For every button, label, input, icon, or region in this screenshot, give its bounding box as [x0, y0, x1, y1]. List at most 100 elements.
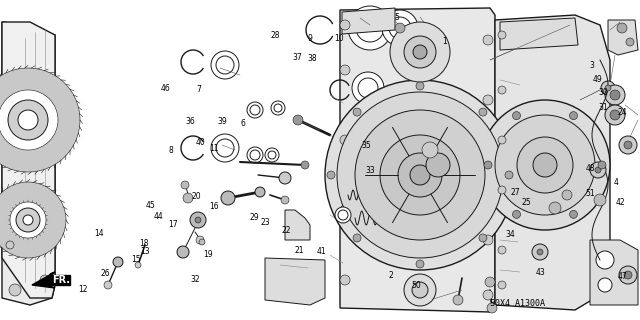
Text: 7: 7: [196, 85, 201, 94]
Circle shape: [327, 171, 335, 179]
Circle shape: [388, 208, 402, 222]
Text: 48: 48: [585, 164, 595, 172]
Circle shape: [485, 277, 495, 287]
Circle shape: [265, 148, 279, 162]
Circle shape: [183, 193, 193, 203]
Text: 31: 31: [598, 103, 609, 112]
Text: 42: 42: [616, 198, 626, 207]
Circle shape: [279, 172, 291, 184]
Text: 38: 38: [307, 54, 317, 63]
Polygon shape: [2, 22, 55, 298]
Circle shape: [281, 196, 289, 204]
Circle shape: [498, 186, 506, 194]
Polygon shape: [608, 20, 638, 55]
Text: 23: 23: [260, 218, 271, 227]
Circle shape: [505, 171, 513, 179]
Circle shape: [605, 85, 625, 105]
Circle shape: [221, 191, 235, 205]
Circle shape: [533, 153, 557, 177]
Circle shape: [195, 217, 201, 223]
Circle shape: [595, 167, 601, 173]
Polygon shape: [32, 272, 65, 288]
Circle shape: [335, 207, 351, 223]
Circle shape: [480, 100, 610, 230]
Circle shape: [113, 257, 123, 267]
Circle shape: [495, 115, 595, 215]
Circle shape: [23, 215, 33, 225]
Circle shape: [498, 86, 506, 94]
Circle shape: [483, 165, 493, 175]
Text: 51: 51: [585, 189, 595, 198]
Circle shape: [479, 234, 487, 242]
Circle shape: [355, 110, 485, 240]
Text: 32: 32: [190, 275, 200, 284]
Text: 17: 17: [168, 220, 178, 228]
Circle shape: [453, 295, 463, 305]
Text: 13: 13: [140, 247, 150, 256]
Circle shape: [594, 194, 606, 206]
Circle shape: [389, 17, 411, 39]
Circle shape: [479, 108, 487, 116]
Text: 34: 34: [506, 230, 516, 239]
Circle shape: [513, 210, 520, 218]
Circle shape: [9, 284, 21, 296]
Circle shape: [293, 115, 303, 125]
Circle shape: [404, 36, 436, 68]
Circle shape: [268, 151, 276, 159]
Polygon shape: [2, 200, 55, 305]
Circle shape: [483, 95, 493, 105]
Circle shape: [610, 90, 620, 100]
Circle shape: [624, 141, 632, 149]
Circle shape: [356, 14, 384, 42]
Text: 24: 24: [618, 108, 628, 117]
Text: 39: 39: [218, 117, 228, 126]
Text: 11: 11: [210, 144, 219, 153]
Circle shape: [16, 208, 40, 232]
Text: 46: 46: [160, 84, 170, 92]
Circle shape: [484, 161, 492, 169]
Polygon shape: [500, 18, 578, 50]
Circle shape: [104, 281, 112, 289]
Circle shape: [498, 136, 506, 144]
Circle shape: [181, 181, 189, 189]
Text: 40: 40: [195, 138, 205, 147]
Polygon shape: [2, 22, 55, 215]
Text: 1: 1: [442, 37, 447, 46]
Circle shape: [390, 22, 450, 82]
Text: 12: 12: [79, 285, 88, 294]
Circle shape: [10, 202, 46, 238]
Polygon shape: [495, 15, 610, 310]
Circle shape: [271, 101, 285, 115]
Circle shape: [426, 153, 450, 177]
Circle shape: [422, 142, 438, 158]
Text: FR.: FR.: [52, 275, 70, 285]
Text: 16: 16: [209, 202, 220, 211]
Circle shape: [424, 219, 436, 231]
Text: 25: 25: [522, 198, 532, 207]
Circle shape: [517, 137, 573, 193]
Text: 35: 35: [362, 141, 372, 150]
Circle shape: [410, 165, 430, 185]
Circle shape: [216, 139, 234, 157]
Circle shape: [301, 161, 309, 169]
Circle shape: [353, 108, 361, 116]
Circle shape: [404, 274, 436, 306]
Polygon shape: [590, 240, 638, 305]
Text: 29: 29: [250, 213, 260, 222]
Text: 14: 14: [94, 229, 104, 238]
Circle shape: [340, 135, 350, 145]
Circle shape: [487, 303, 497, 313]
Circle shape: [190, 212, 206, 228]
Circle shape: [626, 38, 634, 46]
Circle shape: [590, 162, 606, 178]
Text: 47: 47: [617, 272, 627, 281]
Circle shape: [412, 282, 428, 298]
Text: 2: 2: [388, 271, 393, 280]
Circle shape: [382, 10, 418, 46]
Text: 6: 6: [241, 119, 246, 128]
Circle shape: [498, 246, 506, 254]
Circle shape: [211, 134, 239, 162]
Text: 44: 44: [154, 212, 164, 221]
Circle shape: [605, 105, 625, 125]
Text: 41: 41: [317, 247, 327, 256]
